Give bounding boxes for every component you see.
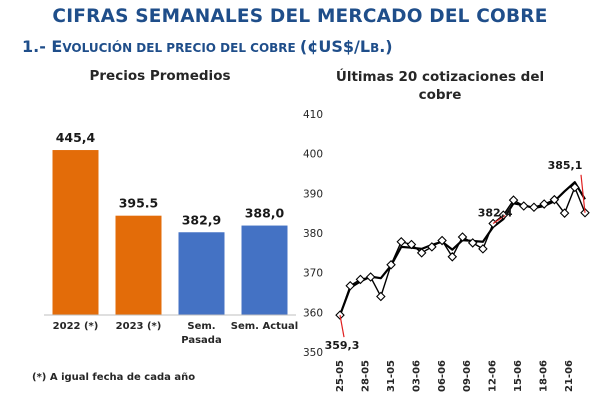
data-point [416, 248, 427, 258]
line-chart-title-line: cobre [418, 87, 462, 103]
data-point [365, 272, 376, 282]
bar-value-label: 382,9 [182, 212, 222, 227]
data-point [508, 195, 519, 205]
x-tick-label: 18-06 [539, 360, 550, 392]
category-label: 2022 (*) [53, 321, 99, 332]
footnote: (*) A igual fecha de cada año [32, 372, 196, 383]
x-tick-label: 28-05 [360, 360, 371, 392]
bar [115, 215, 162, 315]
y-tick-label: 380 [303, 228, 323, 240]
bar-value-label: 395.5 [119, 196, 159, 211]
bar [241, 225, 288, 315]
y-tick-label: 390 [303, 188, 323, 200]
annotation-arrow [580, 174, 586, 213]
bar [178, 232, 225, 315]
subtitle-number: 1.- [22, 37, 52, 56]
x-tick-label: 09-06 [462, 360, 473, 392]
data-point [427, 242, 437, 252]
bar-value-label: 388,0 [245, 206, 285, 221]
data-point [539, 199, 549, 209]
data-point [376, 291, 386, 302]
x-tick-label: 06-06 [437, 360, 448, 392]
data-point [559, 208, 570, 218]
x-tick-label: 15-06 [513, 360, 524, 392]
x-tick-label: 31-05 [386, 360, 397, 392]
data-point [406, 239, 417, 250]
data-point [386, 259, 396, 270]
data-point [529, 202, 539, 212]
y-tick-label: 400 [303, 149, 323, 161]
category-label: Pasada [181, 335, 221, 346]
bar-value-label: 445,4 [56, 130, 96, 145]
y-tick-label: 410 [303, 109, 323, 121]
y-tick-label: 370 [303, 268, 323, 280]
bar-chart: 445,4 2022 (*) 395.5 2023 (*) 382,9 Sem. Pasad… [44, 130, 298, 346]
data-point [447, 252, 458, 262]
y-tick-label: 360 [303, 307, 323, 319]
subtitle-part: E [51, 37, 63, 56]
line-chart-title: Últimas 20 cotizaciones del cobre [320, 68, 560, 104]
data-point [437, 235, 447, 246]
category-label: 2023 (*) [116, 321, 162, 332]
category-label: Sem. Actual [231, 321, 298, 332]
page-title: CIFRAS SEMANALES DEL MERCADO DEL COBRE [52, 6, 548, 27]
subtitle-part: .) [379, 37, 393, 56]
data-point [570, 182, 580, 193]
data-point [478, 244, 488, 254]
bar [52, 150, 99, 315]
data-point [355, 274, 366, 285]
x-tick-label: 12-06 [488, 360, 499, 392]
subtitle-part: (¢US$/L [299, 37, 371, 56]
page-subtitle: 1.- EVOLUCIÓN DEL PRECIO DEL COBRE (¢US$… [22, 37, 393, 56]
data-point [467, 238, 478, 248]
bar-chart-title: Precios Promedios [89, 68, 231, 84]
x-tick-label: 03-06 [411, 360, 422, 392]
annotation-label: 385,1 [548, 159, 583, 172]
annotation-arrow [492, 214, 506, 224]
data-point [457, 232, 468, 242]
subtitle-part: VOLUCIÓN DEL PRECIO DEL COBRE [62, 41, 300, 55]
category-label: Sem. [187, 321, 215, 332]
annotation-label: 382,4 [478, 206, 513, 219]
data-point [396, 236, 407, 247]
x-tick-label: 25-05 [335, 360, 346, 392]
line-chart: 350 360 370 380 390 400 410 25-05 28-05 31-05 03-0… [303, 109, 590, 392]
subtitle-part: B [370, 41, 380, 55]
annotation-arrow [339, 315, 345, 338]
data-point [335, 310, 345, 320]
y-tick-label: 350 [303, 347, 323, 359]
data-point [498, 210, 509, 220]
annotation-label: 359,3 [325, 339, 360, 352]
data-point [549, 194, 560, 205]
x-tick-label: 21-06 [564, 360, 575, 392]
line-chart-title-line: Últimas 20 cotizaciones del [335, 69, 545, 85]
data-point [518, 201, 529, 211]
data-point [345, 280, 355, 291]
